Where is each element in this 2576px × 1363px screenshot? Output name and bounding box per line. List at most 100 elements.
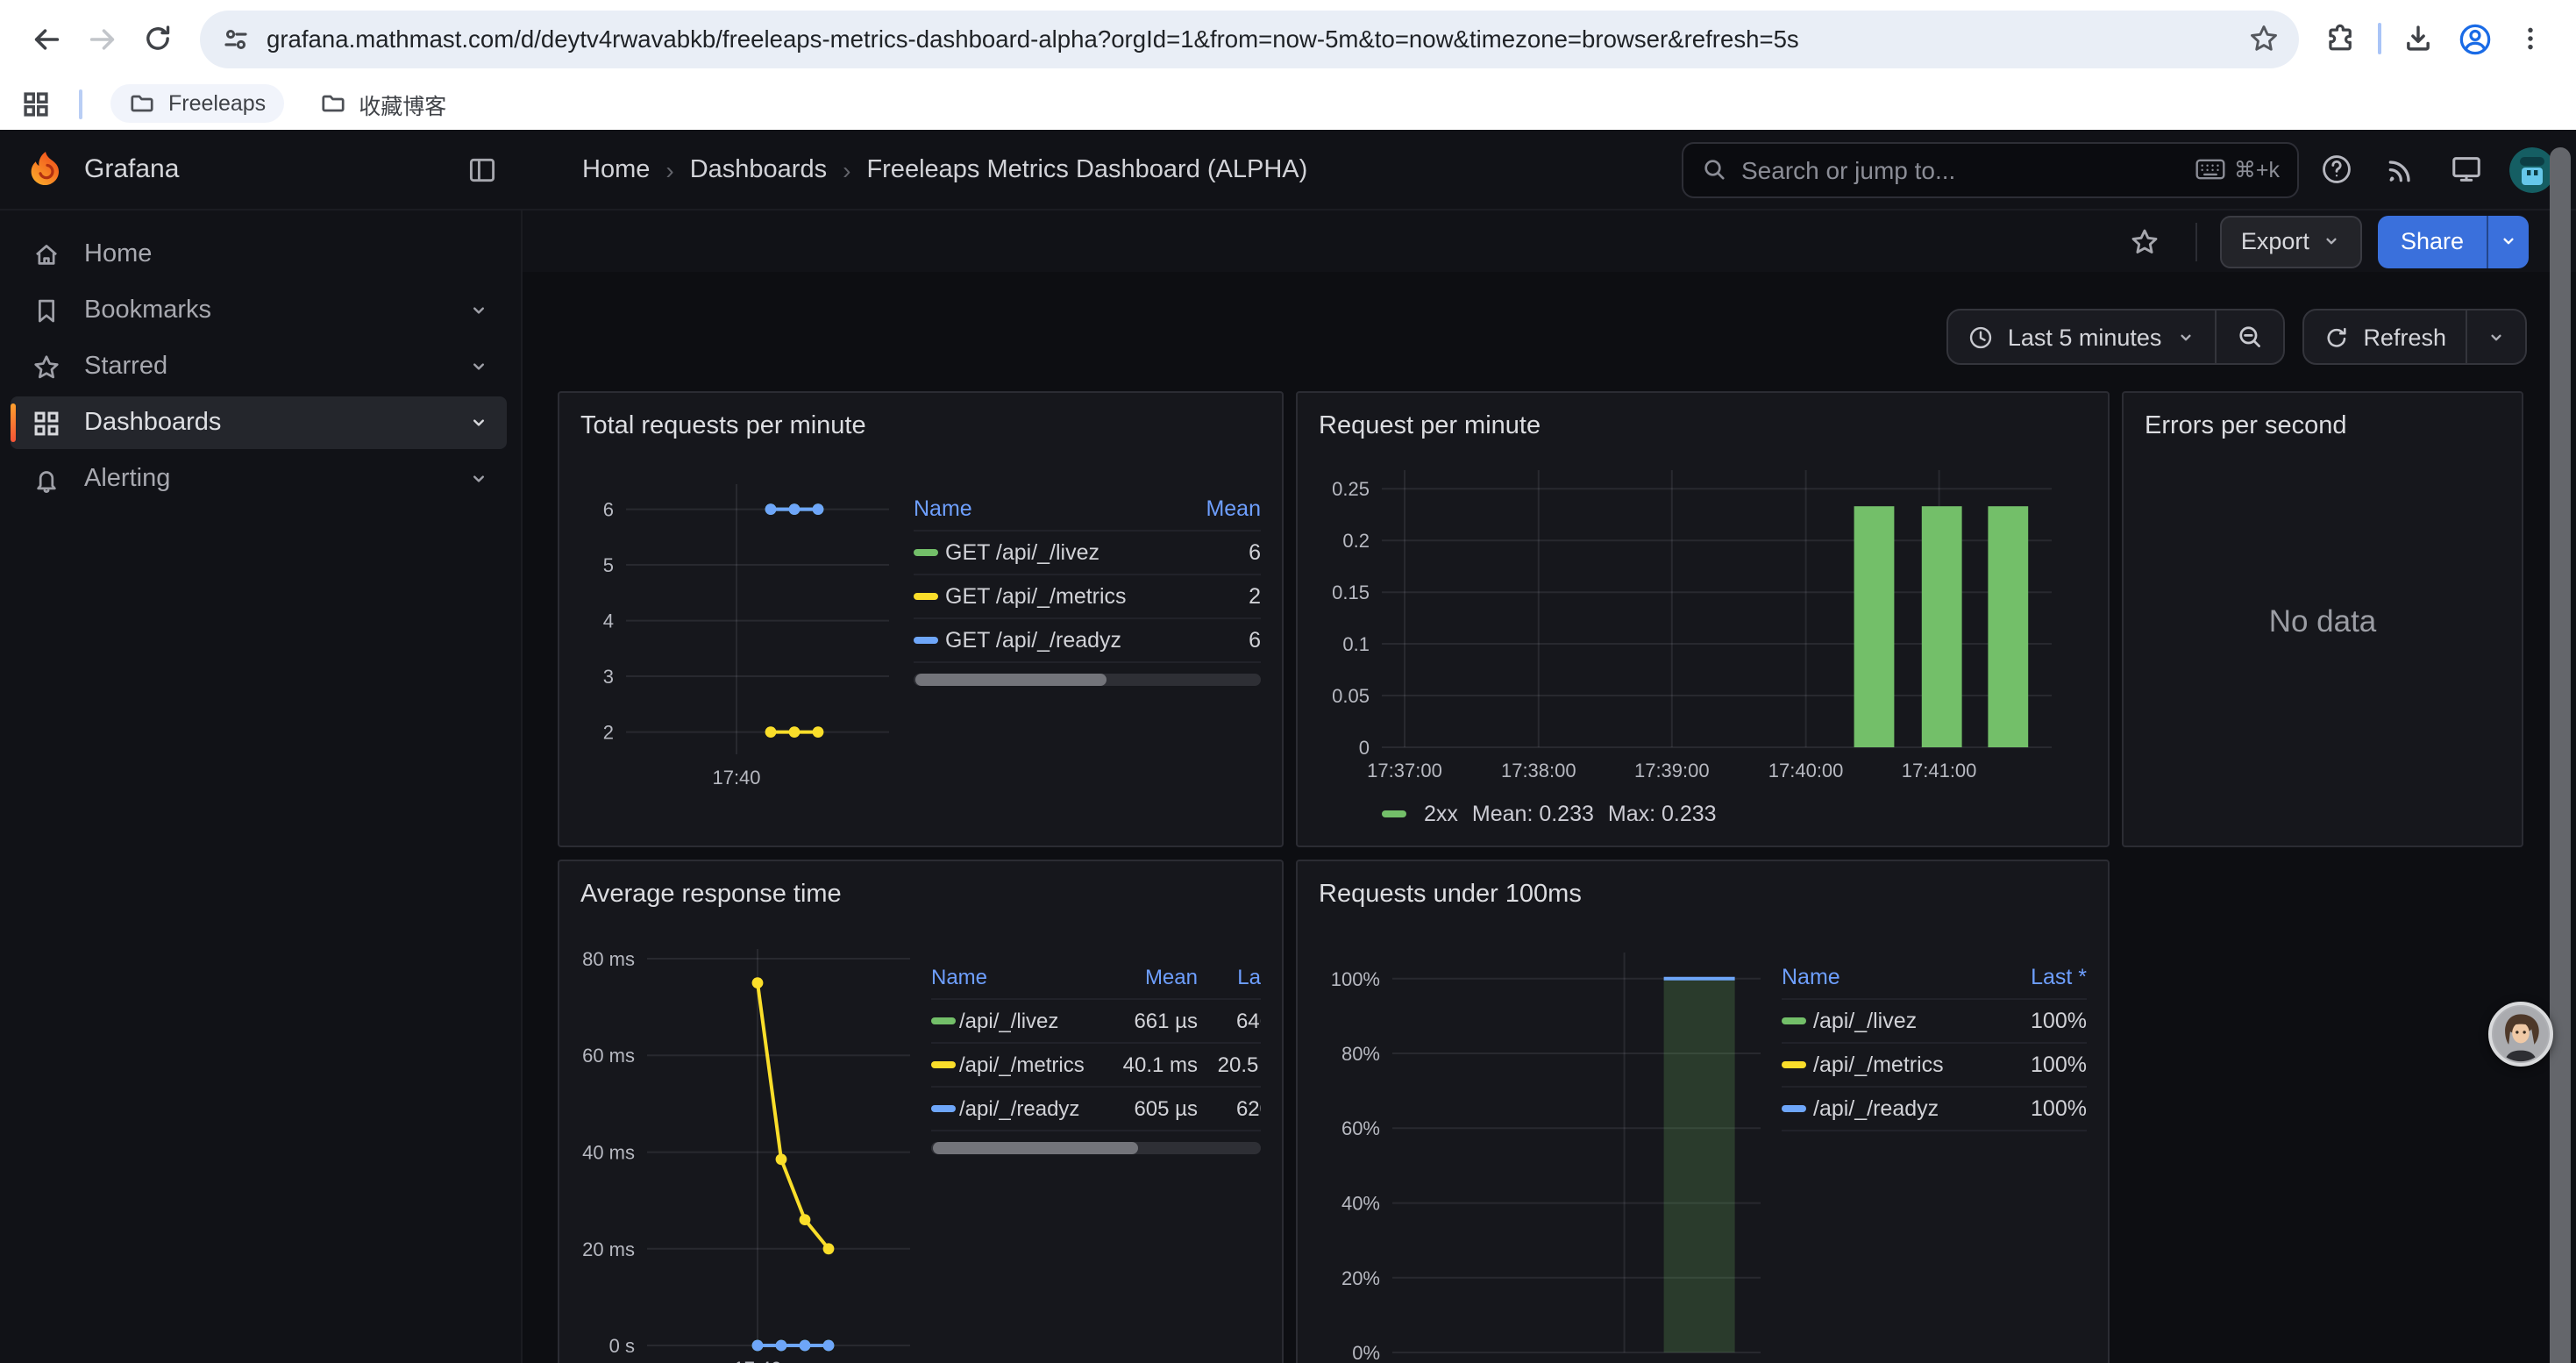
profile-button[interactable] — [2446, 11, 2502, 67]
refresh-label: Refresh — [2363, 324, 2446, 350]
bookmark-label: Freeleaps — [168, 91, 266, 116]
share-menu-button[interactable] — [2487, 215, 2529, 268]
svg-text:3: 3 — [603, 666, 614, 688]
refresh-interval-button[interactable] — [2466, 310, 2525, 363]
series-swatch — [931, 1017, 956, 1024]
apps-grid-icon[interactable] — [21, 89, 51, 118]
home-icon — [32, 239, 61, 269]
refresh-button[interactable]: Refresh — [2303, 310, 2466, 363]
svg-text:17:41:00: 17:41:00 — [1902, 760, 1977, 781]
svg-text:60%: 60% — [1341, 1117, 1380, 1139]
legend-header-last[interactable]: Las — [1198, 965, 1261, 989]
legend-header-mean[interactable]: Mean — [1191, 496, 1261, 521]
series-swatch — [1382, 810, 1406, 817]
back-icon — [29, 22, 62, 55]
legend-scrollbar[interactable] — [914, 674, 1261, 686]
reload-button[interactable] — [130, 11, 186, 67]
svg-text:17:38:00: 17:38:00 — [1501, 760, 1576, 781]
time-controls: Last 5 minutes Refresh — [1946, 309, 2527, 365]
average-response-time-chart[interactable]: 80 ms60 ms40 ms20 ms0 s17:40 — [580, 928, 921, 1363]
legend-row[interactable]: /api/_/metrics 100% — [1782, 1044, 2087, 1088]
site-settings-icon[interactable] — [221, 24, 251, 54]
extensions-puzzle-icon — [2325, 23, 2357, 54]
url-bar[interactable]: grafana.mathmast.com/d/deytv4rwavabkb/fr… — [200, 10, 2299, 68]
sidebar-item-starred[interactable]: Starred — [11, 340, 507, 393]
zoom-out-icon — [2235, 323, 2263, 351]
sidebar-item-label: Starred — [84, 353, 167, 381]
legend-row[interactable]: /api/_/metrics 40.1 ms 20.5 r — [931, 1044, 1261, 1088]
user-avatar[interactable] — [2509, 146, 2555, 192]
forward-button[interactable] — [74, 11, 130, 67]
breadcrumb-dashboards[interactable]: Dashboards — [690, 155, 827, 183]
help-button[interactable] — [2308, 143, 2364, 196]
sidebar-item-alerting[interactable]: Alerting — [11, 453, 507, 505]
export-button[interactable]: Export — [2220, 215, 2362, 268]
svg-text:60 ms: 60 ms — [582, 1045, 635, 1067]
search-input[interactable]: Search or jump to... ⌘+k — [1682, 141, 2299, 197]
svg-text:100%: 100% — [1331, 968, 1380, 990]
legend-header-name[interactable]: Name — [914, 496, 1191, 521]
sidebar-item-label: Bookmarks — [84, 296, 211, 325]
news-button[interactable] — [2373, 143, 2429, 196]
search-icon — [1701, 156, 1727, 182]
toolbar-divider — [2378, 23, 2381, 54]
grafana-logo — [25, 148, 67, 190]
panel-title[interactable]: Errors per second — [2145, 407, 2501, 446]
time-range-group: Last 5 minutes — [1946, 309, 2285, 365]
dashboards-grid-icon — [32, 408, 61, 438]
request-per-minute-chart[interactable]: 0.250.20.150.10.05017:37:0017:38:0017:39… — [1319, 449, 2087, 795]
chevron-down-icon — [468, 300, 489, 321]
extensions-button[interactable] — [2313, 11, 2369, 67]
legend-scrollbar[interactable] — [931, 1142, 1261, 1154]
legend-row[interactable]: GET /api/_/livez 6 — [914, 532, 1261, 575]
svg-text:80 ms: 80 ms — [582, 948, 635, 970]
panel-title[interactable]: Average response time — [580, 875, 1261, 914]
display-button[interactable] — [2437, 143, 2494, 196]
chevron-down-icon — [2322, 232, 2341, 251]
legend-row[interactable]: /api/_/livez 661 µs 646 — [931, 1000, 1261, 1044]
legend-item-2xx[interactable]: 2xx Mean: 0.233 Max: 0.233 — [1319, 802, 2087, 826]
legend-header-name[interactable]: Name — [931, 965, 1099, 989]
svg-text:20 ms: 20 ms — [582, 1238, 635, 1260]
bookmarks-divider — [79, 89, 82, 118]
favorite-dashboard-button[interactable] — [2117, 215, 2173, 268]
bookmark-star-icon[interactable] — [2239, 14, 2288, 63]
legend-header-last[interactable]: Last * — [2003, 965, 2087, 989]
legend-row[interactable]: GET /api/_/readyz 6 — [914, 619, 1261, 663]
panel-title[interactable]: Total requests per minute — [580, 407, 1261, 446]
sidebar-item-bookmarks[interactable]: Bookmarks — [11, 284, 507, 337]
legend-row[interactable]: GET /api/_/metrics 2 — [914, 575, 1261, 619]
legend-header-name[interactable]: Name — [1782, 965, 2003, 989]
sidebar-header: Grafana — [0, 148, 523, 190]
sidebar-item-dashboards[interactable]: Dashboards — [11, 396, 507, 449]
bookmark-folder-freeleaps[interactable]: Freeleaps — [110, 84, 283, 123]
panel-title[interactable]: Requests under 100ms — [1319, 875, 2087, 914]
dock-sidebar-button[interactable] — [466, 153, 498, 185]
svg-text:2: 2 — [603, 722, 614, 744]
bookmark-folder-blogs[interactable]: 收藏博客 — [301, 82, 464, 125]
legend-row[interactable]: /api/_/readyz 100% — [1782, 1088, 2087, 1131]
svg-text:0.05: 0.05 — [1332, 685, 1370, 707]
assistant-avatar[interactable] — [2488, 1002, 2553, 1067]
legend-row[interactable]: /api/_/readyz 605 µs 620 — [931, 1088, 1261, 1131]
menu-button[interactable] — [2502, 11, 2558, 67]
legend-header-mean[interactable]: Mean — [1099, 965, 1198, 989]
back-button[interactable] — [18, 11, 74, 67]
legend-row[interactable]: /api/_/livez 100% — [1782, 1000, 2087, 1044]
sidebar-item-label: Dashboards — [84, 409, 221, 437]
downloads-button[interactable] — [2390, 11, 2446, 67]
panel-title[interactable]: Request per minute — [1319, 407, 2087, 446]
sidebar-item-home[interactable]: Home — [11, 228, 507, 281]
breadcrumb-home[interactable]: Home — [582, 155, 650, 183]
svg-text:0 s: 0 s — [609, 1335, 635, 1357]
page-scrollbar[interactable] — [2550, 147, 2571, 1363]
url-text: grafana.mathmast.com/d/deytv4rwavabkb/fr… — [267, 25, 2224, 52]
time-range-picker[interactable]: Last 5 minutes — [1948, 310, 2215, 363]
total-requests-chart[interactable]: 6543217:40 — [580, 460, 900, 802]
folder-icon — [128, 89, 156, 118]
bookmark-icon — [32, 296, 61, 325]
share-button[interactable]: Share — [2378, 215, 2529, 268]
chevron-down-icon — [468, 412, 489, 433]
requests-under-100ms-chart[interactable]: 100%80%60%40%20%0%17:40 — [1319, 928, 1771, 1363]
zoom-out-button[interactable] — [2214, 310, 2282, 363]
